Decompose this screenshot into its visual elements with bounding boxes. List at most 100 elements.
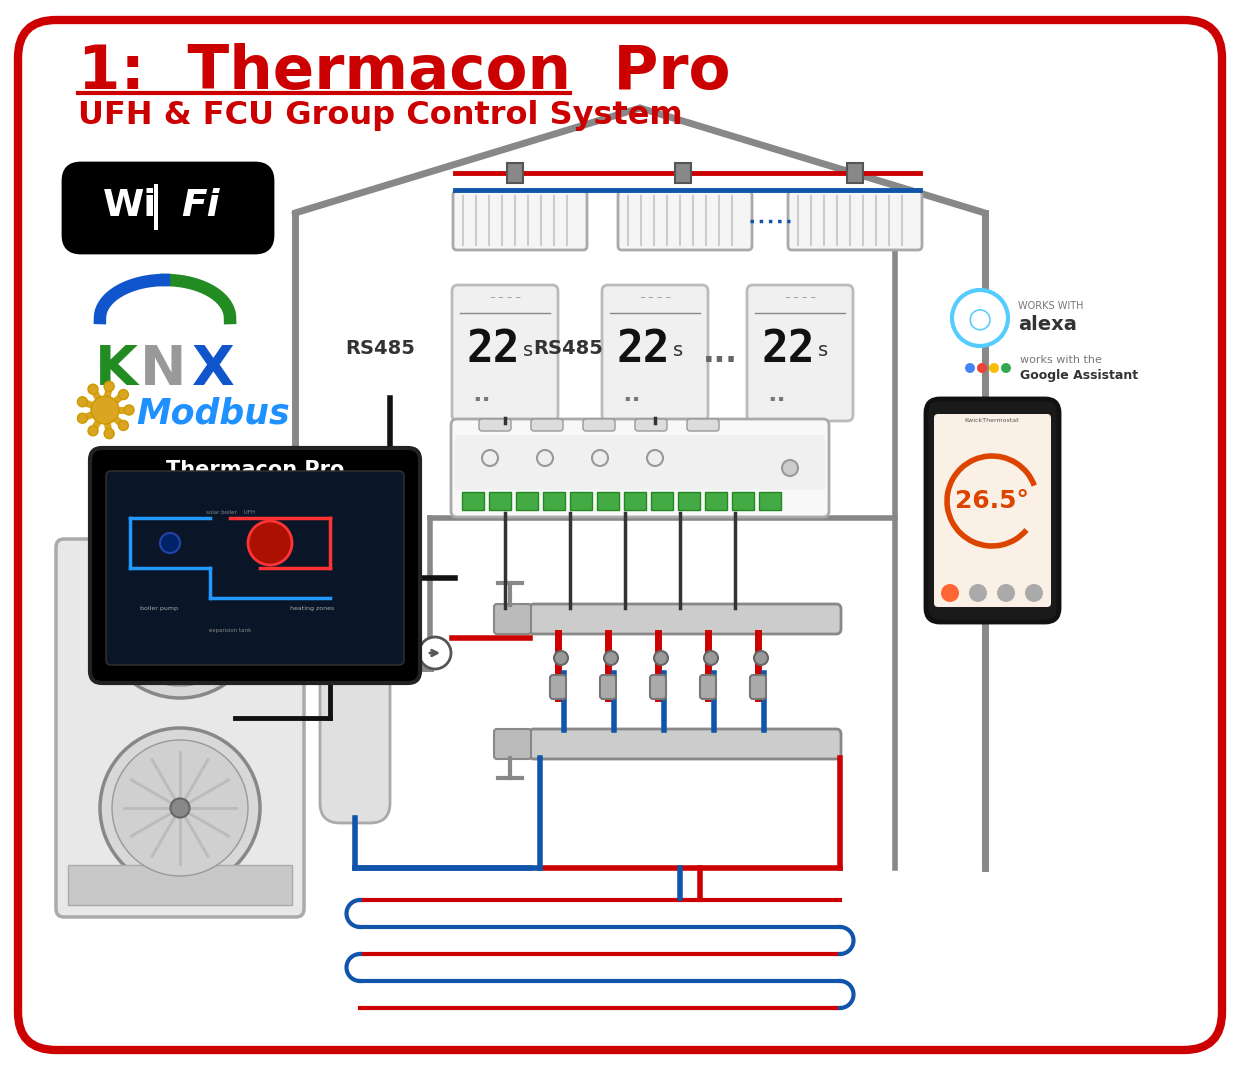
Bar [651,492,673,511]
Text: 22: 22 [761,329,815,372]
Text: WORKS WITH: WORKS WITH [1018,301,1084,311]
Bar [455,435,825,490]
Text: expansion tank: expansion tank [208,628,252,633]
Circle shape [653,651,668,665]
Text: X: X [192,343,234,397]
Bar [154,184,157,230]
FancyBboxPatch shape [600,675,616,698]
Text: heating zones: heating zones [290,606,335,611]
Text: RS485: RS485 [345,609,404,627]
Bar [847,163,863,183]
Circle shape [754,651,768,665]
Circle shape [482,450,498,466]
FancyBboxPatch shape [531,419,563,431]
Text: 22: 22 [616,329,670,372]
Bar [596,492,619,511]
Bar [675,163,691,183]
Circle shape [112,740,248,876]
Circle shape [968,584,987,602]
FancyBboxPatch shape [63,163,273,253]
Bar [68,865,291,905]
Text: 22: 22 [466,329,520,372]
Text: Wi: Wi [103,188,157,224]
Circle shape [941,584,959,602]
Circle shape [782,460,799,476]
Text: ▪ ▪: ▪ ▪ [770,394,784,403]
Circle shape [647,450,663,466]
Circle shape [997,584,1016,602]
Circle shape [88,384,98,394]
Bar [570,492,591,511]
Circle shape [537,450,553,466]
Bar [507,163,523,183]
FancyBboxPatch shape [494,604,531,634]
FancyBboxPatch shape [529,604,841,634]
FancyBboxPatch shape [56,539,304,917]
Text: ○: ○ [968,304,992,332]
Circle shape [704,651,718,665]
Circle shape [118,390,129,399]
FancyBboxPatch shape [91,447,420,684]
Text: works with the: works with the [1021,355,1102,365]
Text: Google Assistant: Google Assistant [1021,370,1138,382]
FancyBboxPatch shape [451,419,830,517]
Text: Fi: Fi [181,188,219,224]
Text: RS485: RS485 [345,339,415,358]
Text: ...: ... [703,339,738,367]
Text: N: N [140,343,186,397]
Circle shape [965,363,975,373]
FancyBboxPatch shape [601,285,708,421]
Circle shape [124,405,134,415]
FancyBboxPatch shape [19,20,1221,1050]
Bar [624,492,646,511]
FancyBboxPatch shape [687,419,719,431]
Bar [732,492,754,511]
FancyBboxPatch shape [551,675,565,698]
FancyBboxPatch shape [320,633,391,823]
Circle shape [170,799,190,818]
Circle shape [554,651,568,665]
FancyBboxPatch shape [453,285,558,421]
Text: s: s [818,341,828,360]
Circle shape [104,428,114,439]
Circle shape [952,290,1008,346]
FancyBboxPatch shape [453,191,587,250]
Circle shape [1025,584,1043,602]
FancyBboxPatch shape [529,729,841,759]
FancyBboxPatch shape [618,191,751,250]
Circle shape [160,533,180,553]
Bar [489,492,511,511]
Bar [706,492,727,511]
Text: Thermacon Pro: Thermacon Pro [166,460,345,480]
Text: RS485: RS485 [343,546,362,610]
FancyBboxPatch shape [494,729,531,759]
Circle shape [104,381,114,391]
Circle shape [591,450,608,466]
Circle shape [112,550,248,686]
Text: 26.5°: 26.5° [955,489,1029,513]
Circle shape [1001,363,1011,373]
Circle shape [604,651,618,665]
Circle shape [419,637,451,669]
Bar [759,492,781,511]
FancyBboxPatch shape [787,191,923,250]
Circle shape [88,426,98,436]
Circle shape [77,397,88,407]
Text: solar boiler    UFH: solar boiler UFH [206,511,254,515]
Text: UFH & FCU Group Control System: UFH & FCU Group Control System [78,100,683,131]
Circle shape [100,538,260,698]
FancyBboxPatch shape [746,285,853,421]
FancyBboxPatch shape [583,419,615,431]
Text: ─  ─  ─  ─: ─ ─ ─ ─ [785,295,815,301]
Text: ─  ─  ─  ─: ─ ─ ─ ─ [640,295,671,301]
FancyBboxPatch shape [479,419,511,431]
Text: alexa: alexa [1018,314,1076,333]
Circle shape [77,413,88,423]
FancyBboxPatch shape [750,675,766,698]
Bar [678,492,701,511]
Circle shape [248,521,291,565]
Circle shape [977,363,987,373]
Text: s: s [673,341,683,360]
Text: Modbus: Modbus [136,396,290,430]
FancyBboxPatch shape [635,419,667,431]
